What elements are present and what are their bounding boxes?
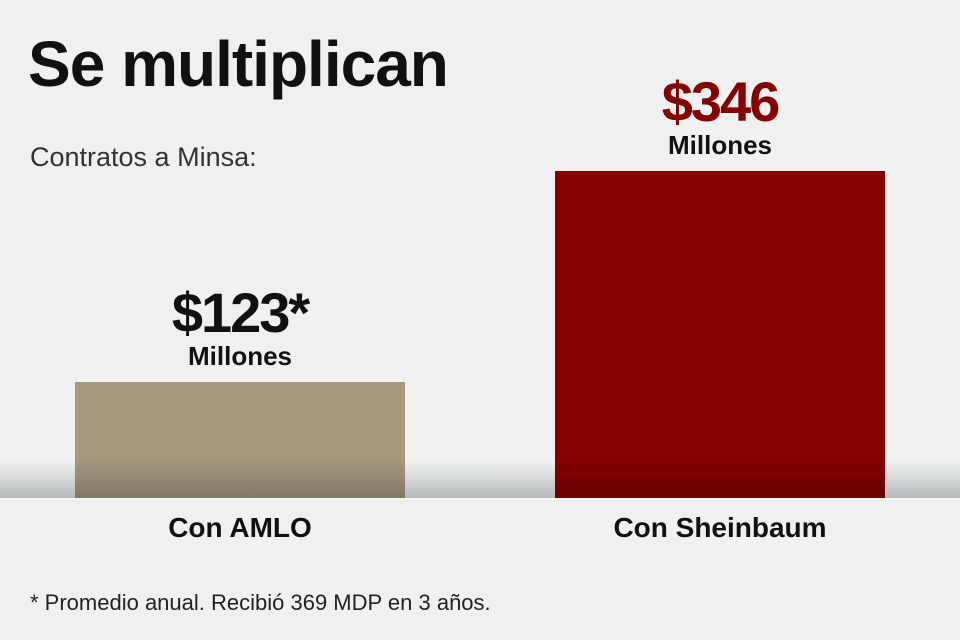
category-label-con-sheinbaum: Con Sheinbaum (613, 512, 827, 543)
bar-con-sheinbaum (555, 171, 885, 498)
value-label: $346 (661, 70, 781, 133)
unit-label: Millones (667, 130, 772, 160)
data-label-con-sheinbaum: $346 Millones (555, 70, 885, 160)
footnote: * Promedio anual. Recibió 369 MDP en 3 a… (30, 590, 491, 615)
category-label-con-amlo: Con AMLO (168, 512, 312, 543)
chart-title: Se multiplican (28, 28, 449, 100)
bar-con-amlo (75, 381, 405, 498)
unit-label: Millones (187, 340, 292, 371)
value-label: $123* (171, 280, 310, 344)
data-label-con-amlo: $123* Millones (75, 280, 405, 371)
chart-subtitle: Contratos a Minsa: (30, 142, 257, 172)
baseline (0, 498, 960, 500)
